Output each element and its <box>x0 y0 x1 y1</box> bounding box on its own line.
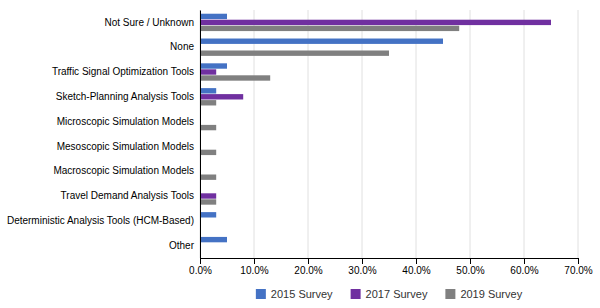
grid-line <box>578 10 579 258</box>
bar-series <box>200 14 443 243</box>
y-tick: Microscopic Simulation Models <box>57 116 194 127</box>
y-tick-label: Other <box>169 240 195 251</box>
x-tick-mark <box>254 258 255 264</box>
bar <box>200 150 216 155</box>
x-axis: 0.0% 10.0% 20.0% 30.0% 40.0% 50.0% 60.0% 70.0% <box>189 258 593 276</box>
y-tick: Deterministic Analysis Tools (HCM-Based) <box>7 215 194 226</box>
bar <box>200 50 389 55</box>
y-tick-label: Not Sure / Unknown <box>105 17 195 28</box>
grid-line <box>200 10 201 258</box>
y-tick: Other <box>169 240 195 251</box>
bar <box>200 63 227 68</box>
y-tick-label: Mesoscopic Simulation Models <box>57 141 194 152</box>
grid-line <box>308 10 309 258</box>
grid-line <box>254 10 255 258</box>
plot-area: 0.0% 10.0% 20.0% 30.0% 40.0% 50.0% 60.0% 70.0% N… <box>7 10 593 276</box>
y-axis-line <box>200 11 201 259</box>
chart-container: 0.0% 10.0% 20.0% 30.0% 40.0% 50.0% 60.0% 70.0% N… <box>0 0 600 308</box>
legend-swatch <box>256 289 266 299</box>
grid-line <box>416 10 417 258</box>
bar <box>200 199 216 204</box>
legend-item: 2017 Survey <box>351 288 428 300</box>
legend-item: 2015 Survey <box>256 288 333 300</box>
x-tick-label: 60.0% <box>510 265 538 276</box>
bar <box>200 193 216 198</box>
x-tick-label: 70.0% <box>564 265 592 276</box>
y-tick-label: Deterministic Analysis Tools (HCM-Based) <box>7 215 194 226</box>
chart-svg: 0.0% 10.0% 20.0% 30.0% 40.0% 50.0% 60.0% 70.0% N… <box>0 0 600 308</box>
x-tick-label: 30.0% <box>348 265 376 276</box>
legend-label: 2019 Survey <box>460 288 522 300</box>
x-tick-mark <box>524 258 525 264</box>
x-tick-mark <box>200 258 201 264</box>
bar <box>200 237 227 242</box>
y-tick-label: Microscopic Simulation Models <box>57 116 194 127</box>
x-tick-label: 50.0% <box>456 265 484 276</box>
x-tick-label: 0.0% <box>189 265 212 276</box>
x-tick: 70.0% <box>564 258 592 276</box>
x-tick: 60.0% <box>510 258 538 276</box>
x-tick: 20.0% <box>294 258 322 276</box>
x-tick-mark <box>362 258 363 264</box>
y-tick: Travel Demand Analysis Tools <box>61 190 194 201</box>
legend-swatch <box>445 289 455 299</box>
x-tick-mark <box>470 258 471 264</box>
legend-item: 2019 Survey <box>445 288 522 300</box>
bar <box>200 69 216 74</box>
x-axis-line <box>201 259 579 265</box>
x-tick: 40.0% <box>402 258 430 276</box>
grid-line <box>362 10 363 258</box>
bar-series <box>200 26 459 205</box>
bar <box>200 100 216 105</box>
x-tick-label: 20.0% <box>294 265 322 276</box>
bar <box>200 212 216 217</box>
bars <box>200 14 551 243</box>
bar <box>200 88 216 93</box>
legend: 2015 Survey 2017 Survey 2019 Survey <box>256 288 523 300</box>
bar <box>200 20 551 25</box>
x-tick: 0.0% <box>189 258 212 276</box>
x-tick-label: 10.0% <box>240 265 268 276</box>
y-tick: Macroscopic Simulation Models <box>53 165 194 176</box>
y-tick-label: None <box>170 41 194 52</box>
x-tick-mark <box>416 258 417 264</box>
bar <box>200 174 216 179</box>
bar <box>200 94 243 99</box>
x-tick-label: 40.0% <box>402 265 430 276</box>
y-tick-label: Travel Demand Analysis Tools <box>61 190 194 201</box>
y-tick-label: Macroscopic Simulation Models <box>53 165 194 176</box>
bar <box>200 39 443 44</box>
x-tick: 10.0% <box>240 258 268 276</box>
bar <box>200 75 270 80</box>
y-tick-label: Sketch-Planning Analysis Tools <box>56 91 194 102</box>
y-tick-label: Traffic Signal Optimization Tools <box>52 66 194 77</box>
legend-swatch <box>351 289 361 299</box>
y-tick: Traffic Signal Optimization Tools <box>52 66 194 77</box>
bar-series <box>200 20 551 199</box>
x-tick: 30.0% <box>348 258 376 276</box>
y-tick: Not Sure / Unknown <box>105 17 195 28</box>
y-axis: Not Sure / Unknown None Traffic Signal Opt… <box>7 11 201 259</box>
legend-label: 2015 Survey <box>271 288 333 300</box>
bar <box>200 14 227 19</box>
y-tick: None <box>170 41 194 52</box>
y-tick: Sketch-Planning Analysis Tools <box>56 91 194 102</box>
bar <box>200 125 216 130</box>
x-tick-mark <box>308 258 309 264</box>
x-tick: 50.0% <box>456 258 484 276</box>
grid-line <box>470 10 471 258</box>
grid <box>200 10 578 258</box>
legend-label: 2017 Survey <box>366 288 428 300</box>
bar <box>200 26 459 31</box>
x-tick-mark <box>578 258 579 264</box>
grid-line <box>524 10 525 258</box>
y-tick: Mesoscopic Simulation Models <box>57 141 194 152</box>
